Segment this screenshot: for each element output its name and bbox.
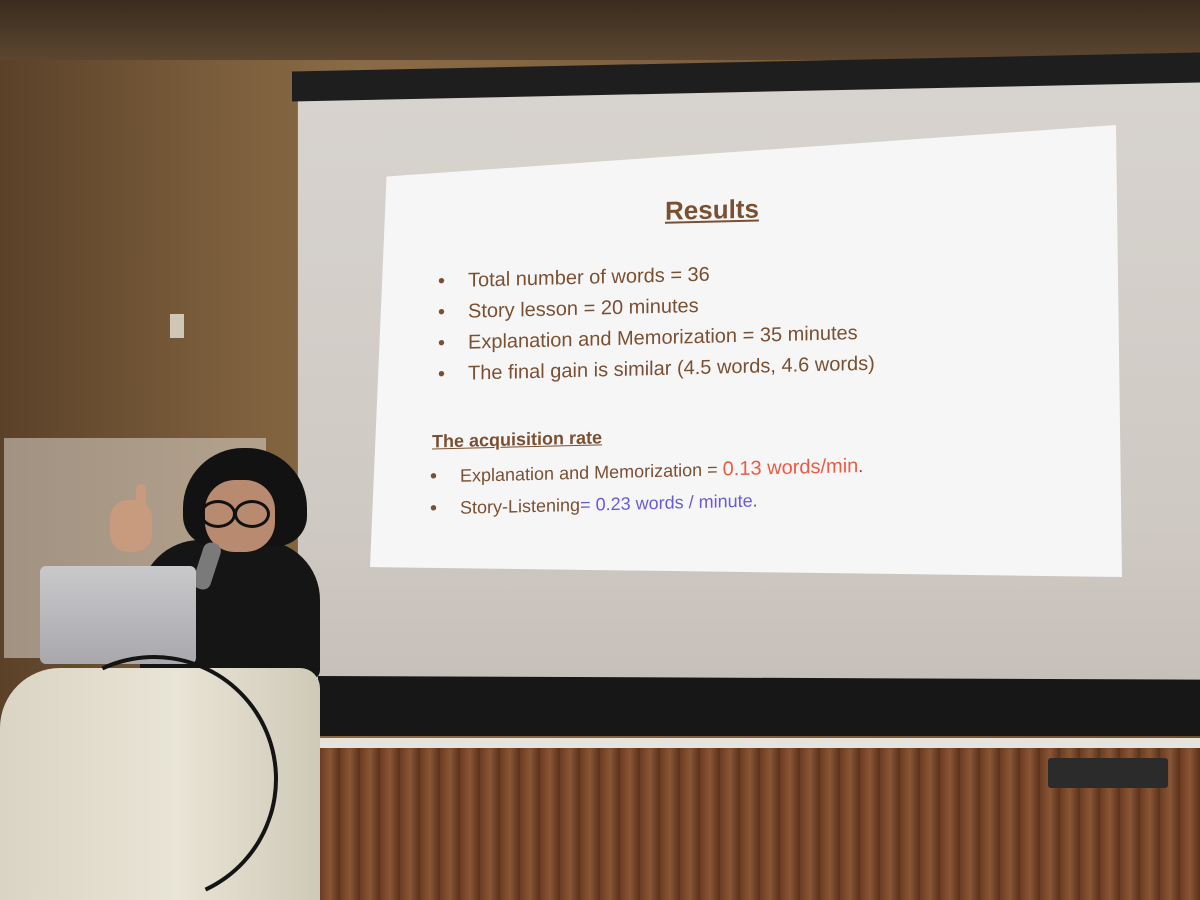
bullet-icon: • xyxy=(438,332,446,355)
slide-content: Results • Total number of words = 36 • Sto… xyxy=(370,125,1122,577)
bullet-text: Story lesson = 20 minutes xyxy=(468,294,699,323)
wall-switch xyxy=(170,314,184,338)
projected-slide: Results • Total number of words = 36 • Sto… xyxy=(370,125,1122,577)
apple-logo-icon xyxy=(104,600,126,628)
bullet-icon: • xyxy=(430,465,438,488)
glasses-left-lens xyxy=(200,500,236,528)
bullet-icon: • xyxy=(438,363,446,386)
stage-top xyxy=(320,738,1200,750)
rate-value: = 0.23 words / minute xyxy=(580,490,753,515)
bullet-text: The final gain is similar (4.5 words, 4.… xyxy=(468,352,875,385)
podium-table xyxy=(0,668,320,900)
screen-bottom-bar xyxy=(318,676,1200,736)
slide-title: Results xyxy=(665,193,759,226)
acquisition-rate-heading: The acquisition rate xyxy=(432,427,603,452)
bullet-text: Total number of words = 36 xyxy=(468,263,710,292)
rate-suffix: . xyxy=(858,455,864,477)
bullet-icon: • xyxy=(430,497,438,520)
bullet-text: Explanation and Memorization = 35 minute… xyxy=(468,322,858,354)
results-bullet-list: • Total number of words = 36 • Story lesso… xyxy=(438,256,875,391)
rate-suffix: . xyxy=(752,490,758,511)
rate-label: Explanation and Memorization = xyxy=(460,459,723,486)
acquisition-rate-list: • Explanation and Memorization = 0.13 wo… xyxy=(430,450,863,525)
glasses-right-lens xyxy=(234,500,270,528)
laptop xyxy=(40,566,196,664)
bullet-icon: • xyxy=(438,270,446,293)
ceiling xyxy=(0,0,1200,60)
rate-label: Story-Listening xyxy=(460,494,581,518)
bullet-icon: • xyxy=(438,301,446,324)
raised-hand xyxy=(110,500,152,552)
raised-finger xyxy=(136,484,146,510)
rate-value: 0.13 words/min xyxy=(722,455,859,481)
audio-mixer xyxy=(1048,758,1168,788)
